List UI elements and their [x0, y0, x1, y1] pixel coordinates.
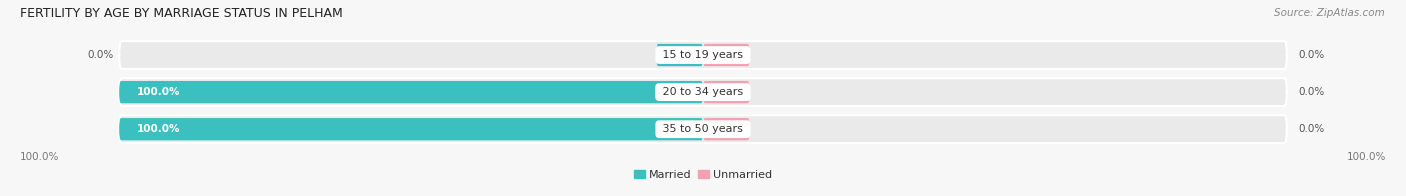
Text: FERTILITY BY AGE BY MARRIAGE STATUS IN PELHAM: FERTILITY BY AGE BY MARRIAGE STATUS IN P…	[20, 7, 343, 20]
FancyBboxPatch shape	[703, 118, 749, 140]
FancyBboxPatch shape	[120, 115, 1286, 143]
Text: 100.0%: 100.0%	[136, 124, 180, 134]
Text: 0.0%: 0.0%	[1299, 87, 1324, 97]
FancyBboxPatch shape	[657, 44, 703, 66]
Text: 100.0%: 100.0%	[1347, 152, 1386, 162]
FancyBboxPatch shape	[703, 44, 749, 66]
Text: 15 to 19 years: 15 to 19 years	[659, 50, 747, 60]
FancyBboxPatch shape	[120, 118, 703, 140]
Text: 20 to 34 years: 20 to 34 years	[659, 87, 747, 97]
Text: 100.0%: 100.0%	[136, 87, 180, 97]
FancyBboxPatch shape	[120, 81, 703, 103]
FancyBboxPatch shape	[120, 41, 1286, 69]
Text: 35 to 50 years: 35 to 50 years	[659, 124, 747, 134]
FancyBboxPatch shape	[703, 81, 749, 103]
Text: 100.0%: 100.0%	[20, 152, 59, 162]
Text: 0.0%: 0.0%	[87, 50, 114, 60]
Legend: Married, Unmarried: Married, Unmarried	[634, 170, 772, 180]
Text: 0.0%: 0.0%	[1299, 124, 1324, 134]
FancyBboxPatch shape	[120, 78, 1286, 106]
Text: Source: ZipAtlas.com: Source: ZipAtlas.com	[1274, 8, 1385, 18]
Text: 0.0%: 0.0%	[1299, 50, 1324, 60]
